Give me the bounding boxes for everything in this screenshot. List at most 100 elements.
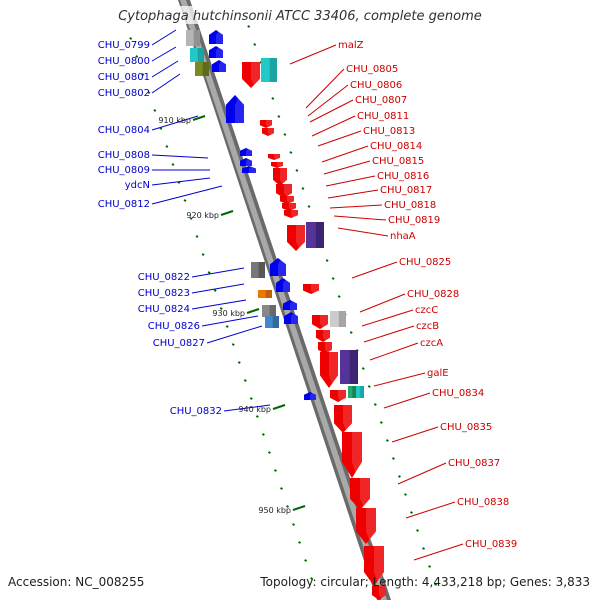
gene-label-chu-0813[interactable]: CHU_0813 — [363, 126, 415, 137]
gene-label-chu-0828[interactable]: CHU_0828 — [407, 289, 459, 300]
kbp-label: 940 kbp — [238, 405, 271, 414]
gene-feature[interactable] — [195, 62, 209, 76]
kbp-label: 950 kbp — [258, 506, 291, 515]
gene-arrow[interactable] — [212, 60, 226, 72]
gene-label-chu-0809[interactable]: CHU_0809 — [98, 165, 150, 176]
gene-label-chu-0827[interactable]: CHU_0827 — [153, 338, 205, 349]
tick-mark — [361, 367, 365, 370]
gene-arrow[interactable] — [303, 284, 319, 294]
tick-mark — [310, 577, 314, 580]
gene-label-chu-0823[interactable]: CHU_0823 — [138, 288, 190, 299]
gene-arrow[interactable] — [342, 432, 362, 478]
gene-arrow[interactable] — [282, 203, 296, 211]
gene-arrow[interactable] — [316, 330, 330, 342]
tick-mark — [349, 331, 353, 334]
gene-arrow[interactable] — [283, 300, 297, 310]
gene-label-chu-0805[interactable]: CHU_0805 — [346, 64, 398, 75]
gene-arrow[interactable] — [284, 312, 298, 324]
gene-arrow[interactable] — [240, 148, 252, 156]
gene-arrow[interactable] — [350, 478, 370, 510]
gene-label-chu-0804[interactable]: CHU_0804 — [98, 125, 150, 136]
gene-feature[interactable] — [348, 386, 356, 398]
gene-arrow[interactable] — [330, 390, 346, 402]
gene-feature[interactable] — [190, 48, 204, 62]
gene-feature[interactable] — [186, 30, 200, 46]
gene-arrow[interactable] — [270, 258, 286, 276]
gene-arrow[interactable] — [276, 184, 292, 198]
gene-feature[interactable] — [340, 350, 358, 384]
gene-label-chu-0815[interactable]: CHU_0815 — [372, 156, 424, 167]
tick-mark — [189, 217, 193, 220]
gene-label-chu-0835[interactable]: CHU_0835 — [440, 422, 492, 433]
gene-label-chu-0800[interactable]: CHU_0800 — [98, 56, 150, 67]
gene-label-chu-0819[interactable]: CHU_0819 — [388, 215, 440, 226]
gene-label-chu-0838[interactable]: CHU_0838 — [457, 497, 509, 508]
gene-label-chu-0817[interactable]: CHU_0817 — [380, 185, 432, 196]
gene-arrow[interactable] — [271, 162, 283, 168]
gene-label-chu-0832[interactable]: CHU_0832 — [170, 406, 222, 417]
tick-mark — [373, 403, 377, 406]
gene-arrow[interactable] — [262, 128, 274, 136]
gene-feature[interactable] — [265, 316, 279, 328]
gene-label-czcc[interactable]: czcC — [415, 305, 438, 316]
gene-label-chu-0801[interactable]: CHU_0801 — [98, 72, 150, 83]
gene-label-gale[interactable]: galE — [427, 368, 449, 379]
gene-feature[interactable] — [306, 222, 324, 248]
gene-arrow[interactable] — [268, 154, 280, 160]
gene-feature[interactable] — [251, 262, 265, 278]
gene-label-chu-0824[interactable]: CHU_0824 — [138, 304, 190, 315]
gene-arrow[interactable] — [280, 196, 294, 204]
gene-feature[interactable] — [262, 305, 276, 317]
gene-arrow[interactable] — [356, 508, 376, 544]
gene-arrow[interactable] — [242, 62, 260, 88]
gene-arrow[interactable] — [364, 546, 384, 586]
gene-label-czcb[interactable]: czcB — [416, 321, 439, 332]
gene-arrow[interactable] — [276, 278, 290, 292]
gene-feature[interactable] — [258, 290, 272, 298]
gene-arrow[interactable] — [318, 342, 332, 354]
gene-label-chu-0802[interactable]: CHU_0802 — [98, 88, 150, 99]
gene-arrow[interactable] — [209, 46, 223, 58]
gene-arrow[interactable] — [320, 352, 338, 388]
gene-label-chu-0814[interactable]: CHU_0814 — [370, 141, 422, 152]
gene-label-ydcn[interactable]: ydcN — [125, 180, 150, 191]
gene-label-chu-0837[interactable]: CHU_0837 — [448, 458, 500, 469]
gene-arrow[interactable] — [372, 586, 386, 600]
gene-label-chu-0822[interactable]: CHU_0822 — [138, 272, 190, 283]
gene-label-chu-0808[interactable]: CHU_0808 — [98, 150, 150, 161]
gene-label-chu-0806[interactable]: CHU_0806 — [350, 80, 402, 91]
title-backdrop — [100, 6, 500, 24]
gene-arrow[interactable] — [312, 315, 328, 329]
gene-arrow[interactable] — [334, 405, 352, 433]
gene-label-chu-0826[interactable]: CHU_0826 — [148, 321, 200, 332]
leader-line-ydcn — [151, 177, 211, 186]
gene-label-czca[interactable]: czcA — [420, 338, 443, 349]
gene-arrow[interactable] — [242, 166, 256, 173]
gene-arrow[interactable] — [284, 210, 298, 218]
gene-arrow[interactable] — [240, 158, 252, 166]
gene-label-chu-0834[interactable]: CHU_0834 — [432, 388, 484, 399]
gene-arrow[interactable] — [304, 392, 316, 400]
gene-label-chu-0811[interactable]: CHU_0811 — [357, 111, 409, 122]
tick-mark — [379, 421, 383, 424]
gene-label-chu-0807[interactable]: CHU_0807 — [355, 95, 407, 106]
tick-mark — [289, 151, 293, 154]
gene-label-chu-0812[interactable]: CHU_0812 — [98, 199, 150, 210]
gene-label-malz[interactable]: malZ — [338, 40, 364, 51]
gene-label-chu-0825[interactable]: CHU_0825 — [399, 257, 451, 268]
leader-line-chu-0805 — [305, 68, 345, 109]
gene-arrow[interactable] — [209, 30, 223, 44]
gene-label-chu-0799[interactable]: CHU_0799 — [98, 40, 150, 51]
gene-arrow[interactable] — [273, 168, 287, 186]
tick-mark — [434, 583, 438, 586]
gene-arrow[interactable] — [260, 120, 272, 128]
gene-label-chu-0818[interactable]: CHU_0818 — [384, 200, 436, 211]
gene-feature[interactable] — [330, 311, 346, 327]
gene-label-chu-0816[interactable]: CHU_0816 — [377, 171, 429, 182]
gene-arrow[interactable] — [226, 95, 244, 123]
gene-feature[interactable] — [356, 386, 364, 398]
gene-arrow[interactable] — [287, 225, 305, 251]
gene-label-nhaa[interactable]: nhaA — [390, 231, 416, 242]
gene-feature[interactable] — [261, 58, 277, 82]
gene-label-chu-0839[interactable]: CHU_0839 — [465, 539, 517, 550]
